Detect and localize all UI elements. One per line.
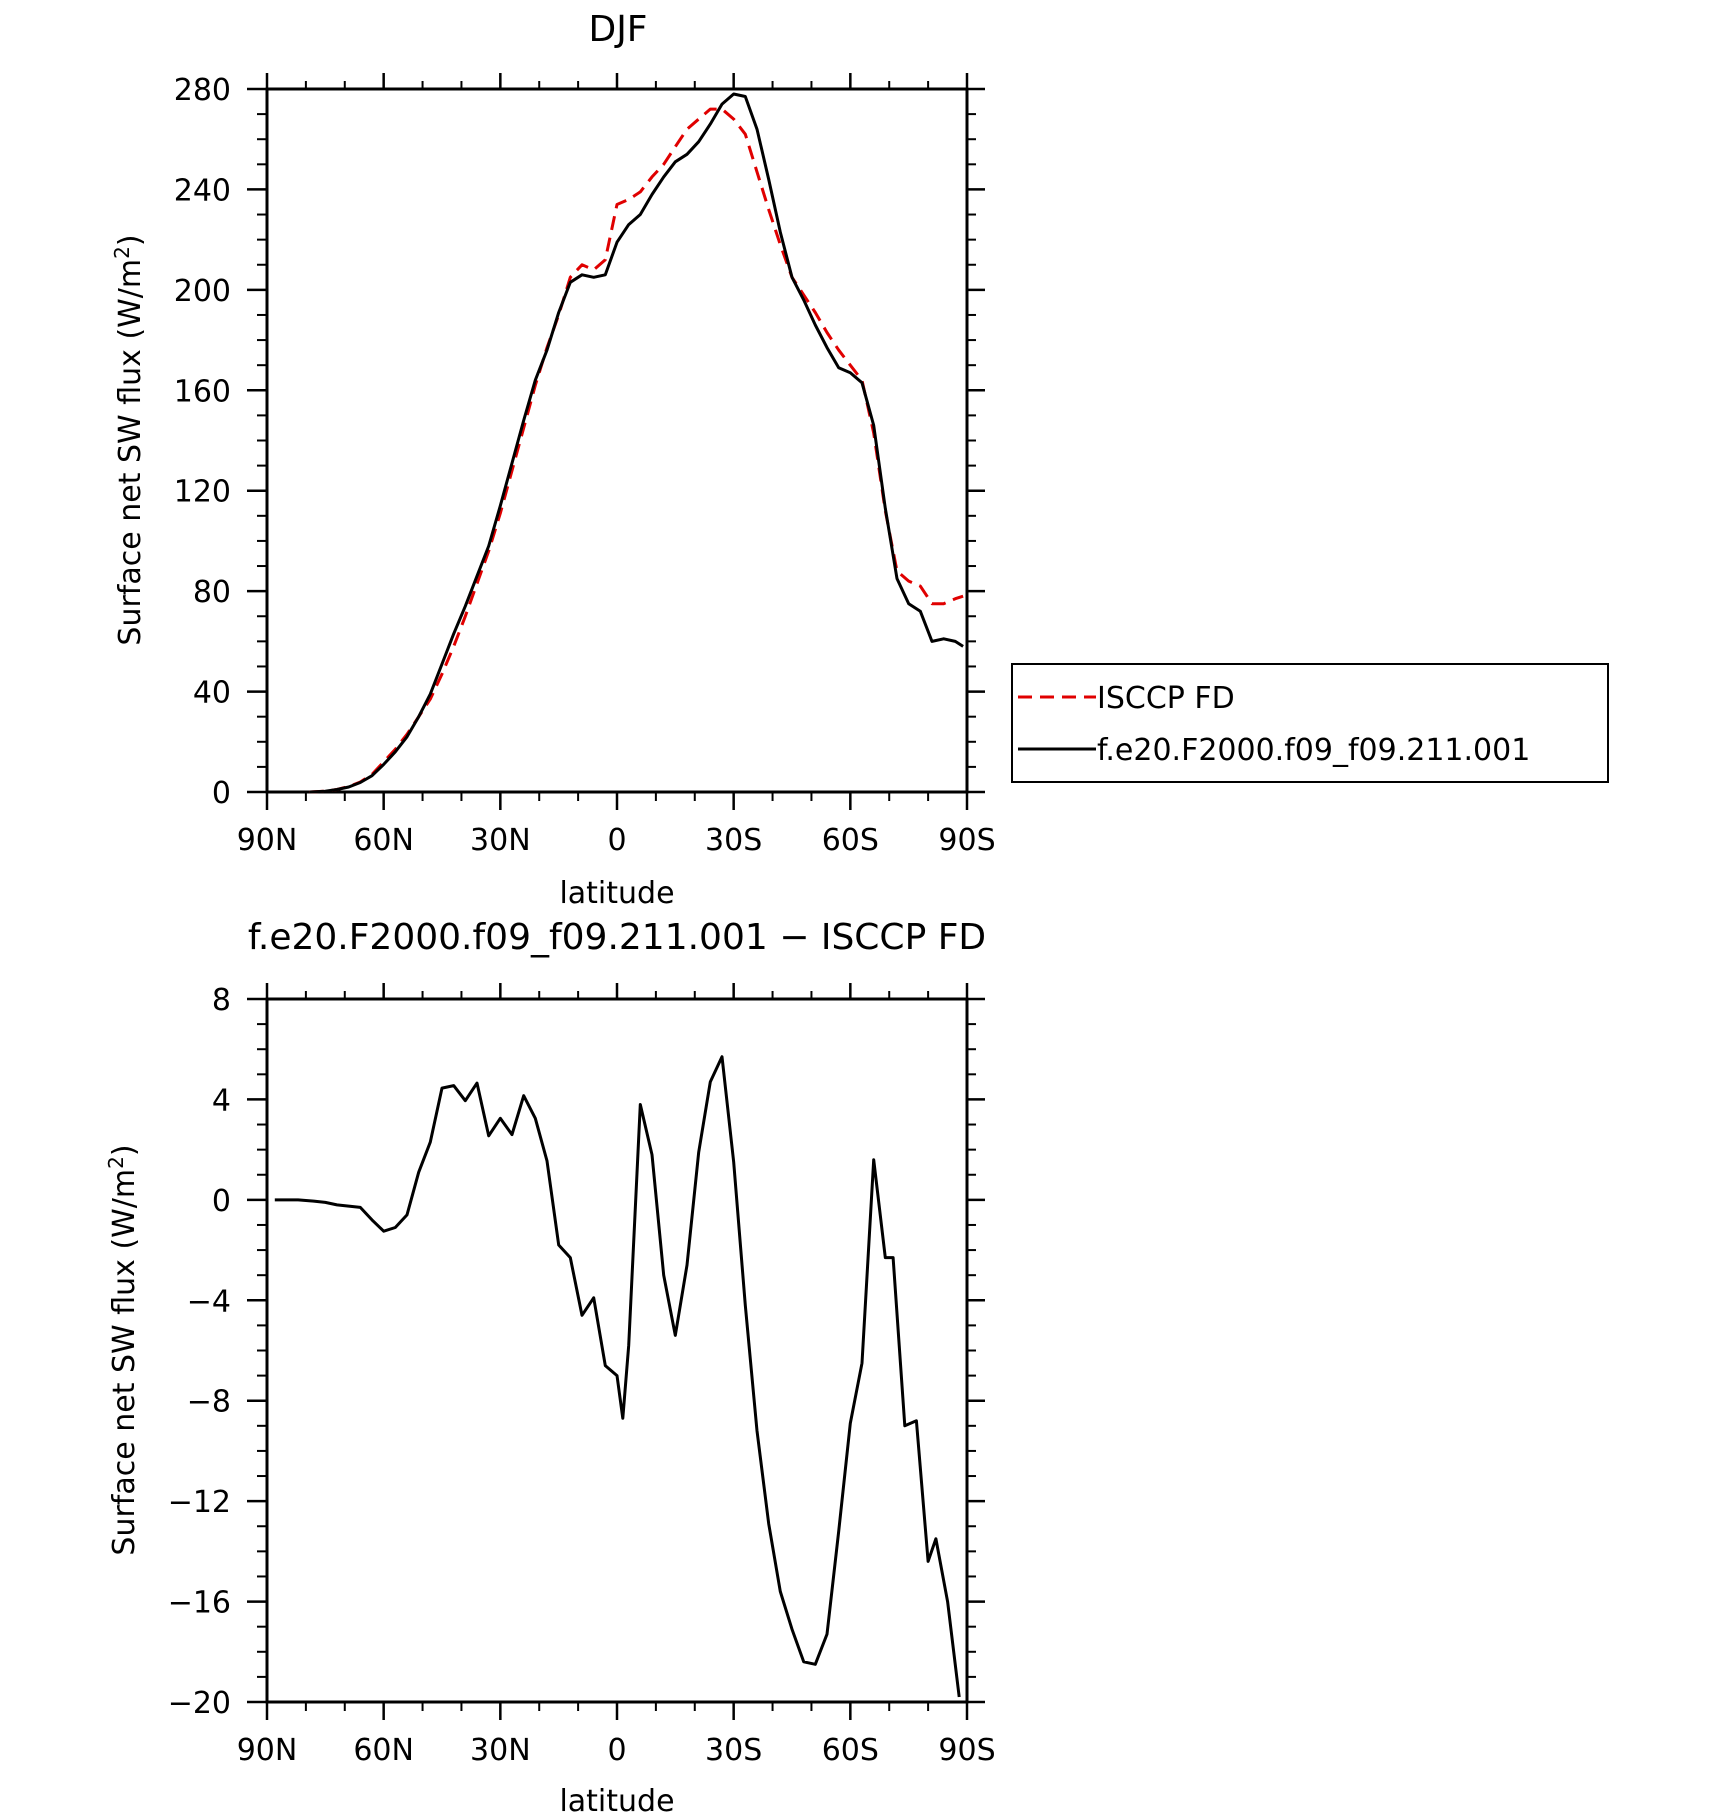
djf-y-axis-label: Surface net SW flux (W/m2) [110, 234, 148, 645]
djf-panel: DJF 90N 60N 30N 0 30S 60S 90S 0 40 80 120 160 200 24… [110, 9, 1609, 911]
djf-x-tick-label: 90S [938, 823, 995, 858]
legend-label-isccp-fd: ISCCP FD [1097, 681, 1235, 716]
difference-y-tick-label: −16 [168, 1586, 231, 1621]
difference-y-axis-label-close: ) [107, 1144, 142, 1156]
djf-x-tick-labels: 90N 60N 30N 0 30S 60S 90S [237, 823, 996, 858]
difference-y-tick-label: −20 [168, 1686, 231, 1721]
djf-x-tick-label: 0 [607, 823, 626, 858]
difference-x-tick-label: 90N [237, 1733, 298, 1768]
djf-ticks [247, 73, 985, 810]
djf-y-axis-label-superscript: 2 [110, 246, 134, 259]
difference-x-tick-labels: 90N 60N 30N 0 30S 60S 90S [237, 1733, 996, 1768]
djf-y-tick-label: 280 [174, 73, 231, 108]
difference-x-tick-label: 60S [822, 1733, 879, 1768]
difference-x-tick-label: 30S [705, 1733, 762, 1768]
djf-x-axis-label: latitude [559, 876, 674, 911]
difference-line-series-0 [274, 1055, 961, 1698]
difference-panel: f.e20.F2000.f09_f09.211.001 − ISCCP FD 9… [104, 917, 996, 1816]
difference-y-tick-label: 8 [212, 983, 231, 1018]
difference-y-tick-label: −4 [187, 1284, 231, 1319]
difference-y-tick-label: 4 [212, 1083, 231, 1118]
difference-y-axis-label-superscript: 2 [104, 1156, 128, 1169]
difference-y-axis-label-text: Surface net SW flux (W/m [107, 1169, 142, 1556]
djf-y-tick-label: 120 [174, 475, 231, 510]
djf-y-tick-label: 40 [193, 676, 231, 711]
difference-y-tick-labels: −20 −16 −12 −8 −4 0 4 8 [168, 983, 231, 1721]
difference-x-tick-label: 30N [470, 1733, 531, 1768]
difference-y-tick-label: 0 [212, 1184, 231, 1219]
difference-x-axis-label: latitude [559, 1784, 674, 1816]
difference-y-tick-label: −12 [168, 1485, 231, 1520]
djf-x-tick-label: 30S [705, 823, 762, 858]
djf-line-isccp-fd [309, 107, 964, 794]
legend: ISCCP FD f.e20.F2000.f09_f09.211.001 [1011, 663, 1609, 783]
legend-box [1011, 663, 1609, 783]
djf-y-tick-label: 0 [212, 776, 231, 811]
djf-x-tick-label: 90N [237, 823, 298, 858]
djf-y-tick-label: 200 [174, 274, 231, 309]
djf-series [309, 92, 964, 794]
difference-x-tick-label: 60N [353, 1733, 414, 1768]
djf-line-f-e20-f2000-f09-f09-211-001 [309, 92, 964, 794]
djf-y-tick-label: 80 [193, 575, 231, 610]
difference-y-axis-label: Surface net SW flux (W/m2) [104, 1144, 142, 1555]
djf-y-tick-label: 160 [174, 374, 231, 409]
legend-label-model: f.e20.F2000.f09_f09.211.001 [1097, 733, 1530, 768]
djf-y-axis-label-text: Surface net SW flux (W/m [113, 259, 148, 646]
difference-x-tick-label: 90S [938, 1733, 995, 1768]
difference-series [274, 1055, 961, 1698]
difference-x-tick-label: 0 [607, 1733, 626, 1768]
djf-x-tick-label: 30N [470, 823, 531, 858]
djf-x-tick-label: 60S [822, 823, 879, 858]
djf-x-tick-label: 60N [353, 823, 414, 858]
djf-y-axis-label-close: ) [113, 234, 148, 246]
djf-y-tick-label: 240 [174, 173, 231, 208]
djf-title: DJF [588, 9, 647, 50]
difference-ticks [247, 983, 985, 1720]
difference-y-tick-label: −8 [187, 1385, 231, 1420]
djf-y-tick-labels: 0 40 80 120 160 200 240 280 [174, 73, 231, 811]
difference-title: f.e20.F2000.f09_f09.211.001 − ISCCP FD [248, 917, 986, 958]
